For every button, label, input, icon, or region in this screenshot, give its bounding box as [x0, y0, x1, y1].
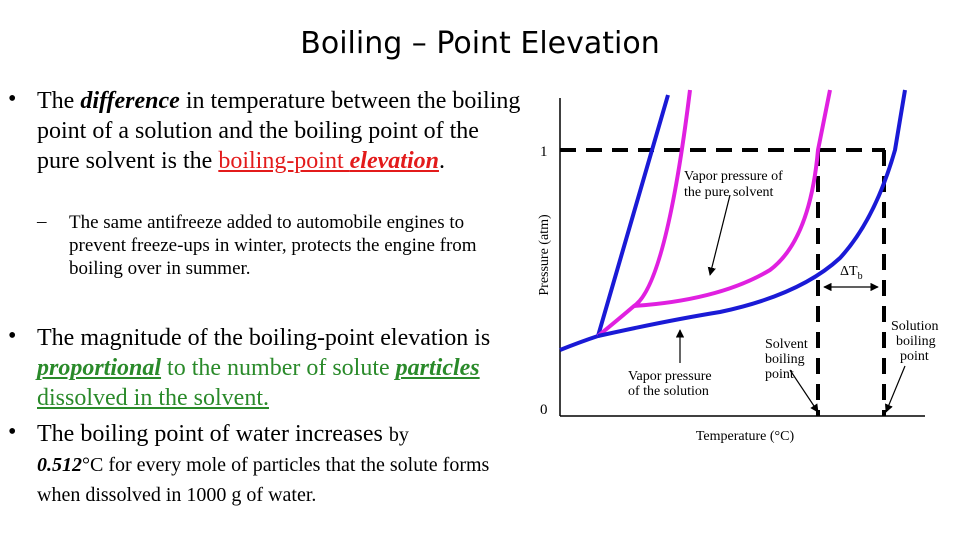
b3-value: 0.512: [37, 454, 82, 476]
b2-proportional: proportional: [37, 355, 162, 381]
solvent-bp-arrow: [789, 369, 819, 413]
label-pure-2: the pure solvent: [684, 185, 774, 200]
delta-t-sub: b: [858, 271, 863, 282]
b2-particles: particles: [395, 355, 480, 381]
b1-difference: difference: [80, 88, 180, 114]
b3-part1: The boiling point of water increases: [37, 421, 389, 447]
b1-part3: in temperature between the boiling point…: [37, 88, 521, 174]
solution-curve: [597, 89, 907, 338]
pure-solvent-vapor-curve: [633, 89, 832, 308]
pure-label-arrow: [707, 194, 731, 276]
label-solution-bp-2: boiling: [896, 334, 936, 349]
label-pure-1: Vapor pressure of: [684, 169, 783, 184]
b3-part4: °C for every mole of particles that the …: [37, 454, 490, 506]
label-delta-t: ΔTb: [840, 264, 863, 282]
vapor-pressure-diagram: 1 0 Pressure (atm) Temperature (°C) Vapo…: [537, 89, 938, 444]
y-axis-label: Pressure (atm): [537, 214, 552, 296]
label-solvent-bp-1: Solvent: [765, 337, 808, 352]
x-axis-label: Temperature (°C): [696, 429, 795, 444]
b2-part3: to the number of solute: [161, 355, 396, 381]
b1-period: .: [438, 148, 445, 174]
solid-curve: [559, 94, 670, 352]
sub-bullet-text: The same antifreeze added to automobile …: [69, 212, 477, 279]
b1-bp-link: boiling-point: [218, 148, 350, 174]
solution-bp-arrow: [885, 365, 906, 413]
tick-zero: 0: [540, 402, 548, 418]
bullet-2-text: The magnitude of the boiling-point eleva…: [37, 323, 517, 413]
delta-t-main: ΔT: [840, 264, 858, 279]
bullet-3-text: The boiling point of water increases by …: [37, 419, 527, 509]
b2-part5: dissolved in the solvent.: [37, 385, 269, 411]
bullet-dot-1: •: [8, 86, 17, 112]
b3-by: by: [388, 424, 409, 446]
pure-solvent-liquid-curve: [596, 89, 692, 338]
label-solvent-bp-3: point: [765, 367, 794, 382]
tick-one: 1: [540, 144, 548, 160]
label-solution-2: of the solution: [628, 384, 709, 399]
bullet-1-text: The difference in temperature between th…: [37, 86, 527, 176]
sub-dash: –: [37, 211, 47, 232]
b2-part1: The magnitude of the boiling-point eleva…: [37, 325, 491, 351]
slide-title: Boiling – Point Elevation: [300, 26, 660, 61]
label-solution-bp-3: point: [900, 349, 929, 364]
bullet-dot-2: •: [8, 323, 17, 349]
b1-part1: The: [37, 88, 81, 114]
label-solvent-bp-2: boiling: [765, 352, 805, 367]
label-solution-bp-1: Solution: [891, 319, 938, 334]
label-solution-1: Vapor pressure: [628, 369, 712, 384]
bullet-dot-3: •: [8, 419, 17, 445]
b1-elevation: elevation: [349, 148, 439, 174]
